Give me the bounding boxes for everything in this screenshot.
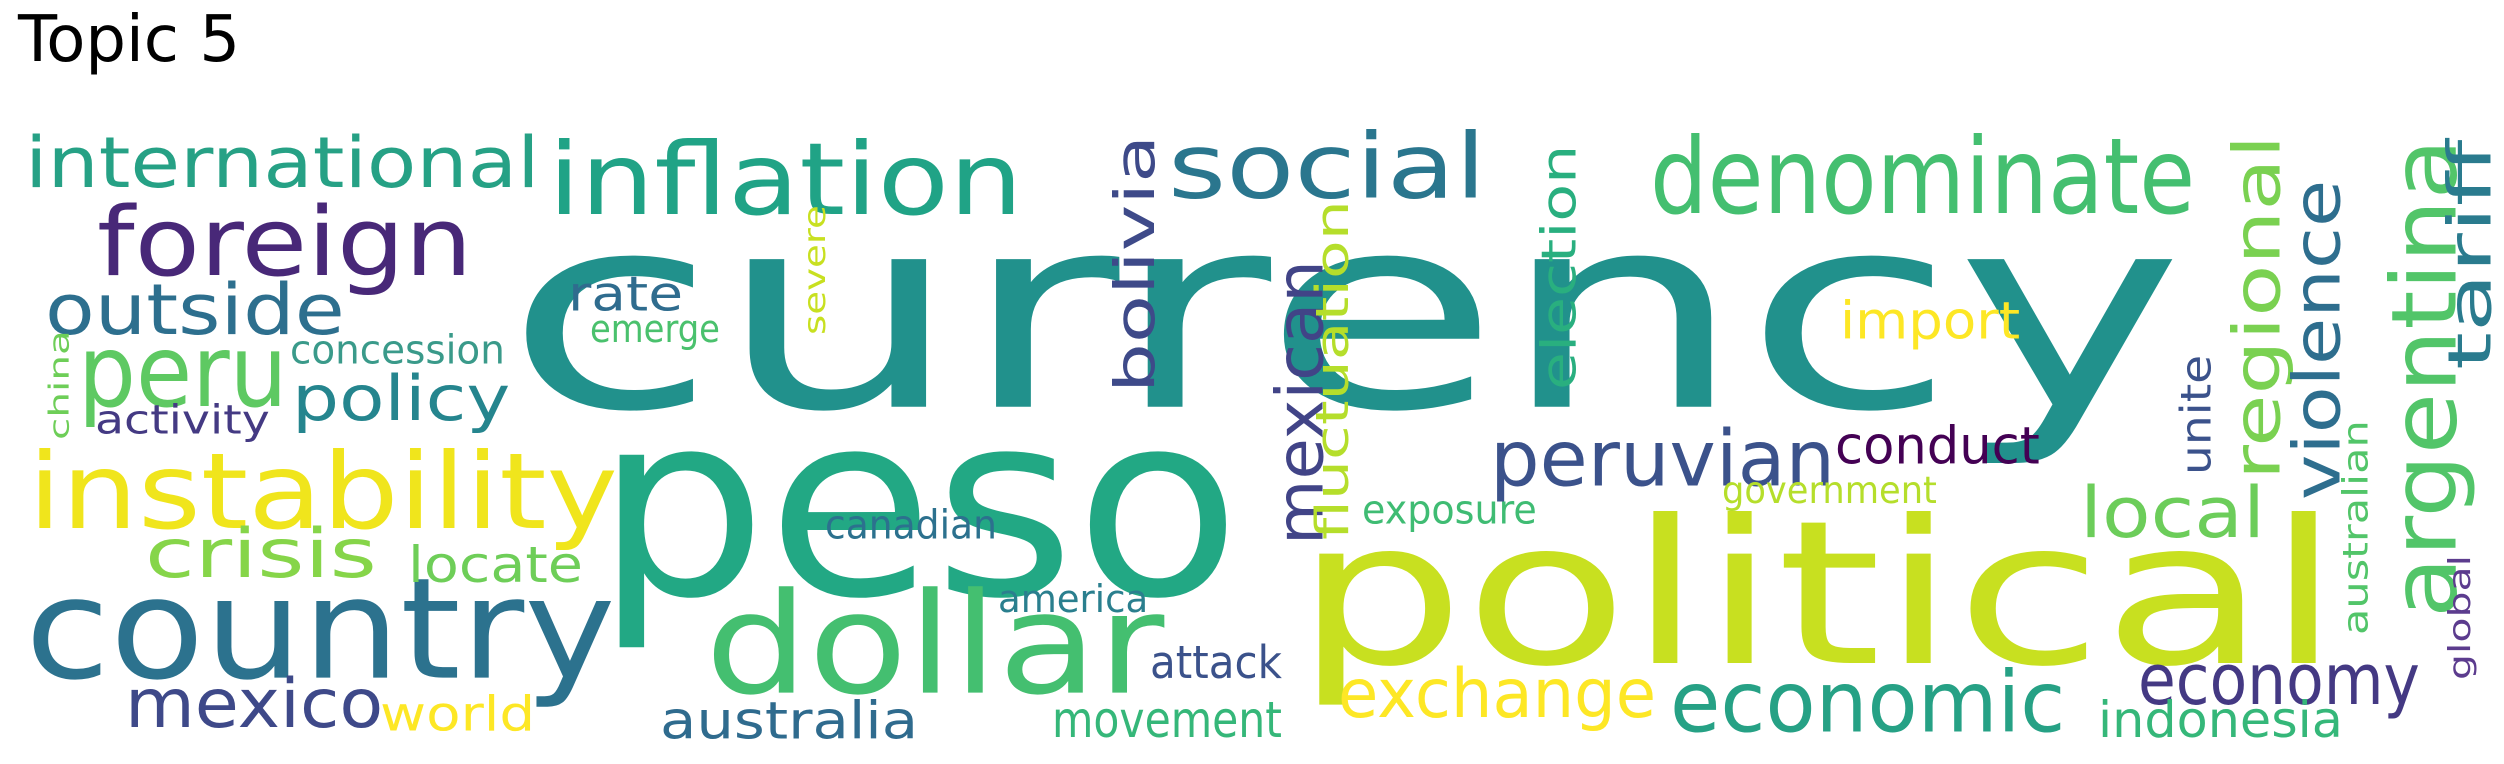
word-peru: peru <box>78 313 288 430</box>
word-conduct: conduct <box>1835 415 2040 477</box>
word-import: import <box>1840 290 2021 352</box>
word-foreign: foreign <box>97 186 473 298</box>
word-peso: peso <box>595 357 1241 656</box>
word-country: country <box>25 547 616 712</box>
word-concession: concession <box>290 326 505 374</box>
word-exchange: exchange <box>1338 653 1657 734</box>
word-tariff: tariff <box>2434 139 2504 370</box>
word-activity: activity <box>95 396 270 444</box>
word-currency: currency <box>505 155 2184 472</box>
word-canadian: canadian <box>825 501 997 549</box>
word-indonesia: indonesia <box>2098 690 2343 749</box>
word-economic: economic <box>1670 652 2066 752</box>
word-global: global <box>2442 555 2478 680</box>
word-dollar: dollar <box>705 562 1165 727</box>
word-crisis: crisis <box>145 513 377 594</box>
word-australian: australian <box>2334 420 2376 635</box>
word-australia: australia <box>660 690 919 752</box>
chart-title: Topic 5 <box>18 3 241 77</box>
word-exposure: exposure <box>1362 486 1537 534</box>
word-election: election <box>1530 144 1587 390</box>
word-rate: rate <box>568 265 684 322</box>
word-mexico: mexico <box>125 663 384 744</box>
word-economy: economy <box>2138 638 2420 721</box>
word-attack: attack <box>1150 635 1282 689</box>
word-government: government <box>1722 468 1937 512</box>
word-denominate: denominate <box>1650 115 2196 239</box>
word-social: social <box>1168 113 1487 220</box>
word-outside: outside <box>45 268 345 351</box>
word-world: world <box>380 685 536 742</box>
word-locate: locate <box>408 535 583 594</box>
word-america: america <box>998 576 1149 622</box>
word-policy: policy <box>292 362 511 435</box>
word-severe: severe <box>797 205 833 335</box>
word-political: political <box>1295 477 2341 711</box>
word-fluctuation: fluctuation <box>1305 200 1359 541</box>
word-china: china <box>42 330 76 440</box>
word-bolivia: bolivia <box>1103 134 1168 393</box>
word-instability: instability <box>28 430 618 554</box>
word-international: international <box>25 121 540 204</box>
word-peruvian: peruvian <box>1490 412 1836 505</box>
word-inflation: inflation <box>548 121 1023 238</box>
word-movement: movement <box>1052 690 1282 749</box>
word-emerge: emerge <box>590 306 720 352</box>
word-local: local <box>2080 471 2266 554</box>
word-unite: unite <box>2171 354 2221 475</box>
